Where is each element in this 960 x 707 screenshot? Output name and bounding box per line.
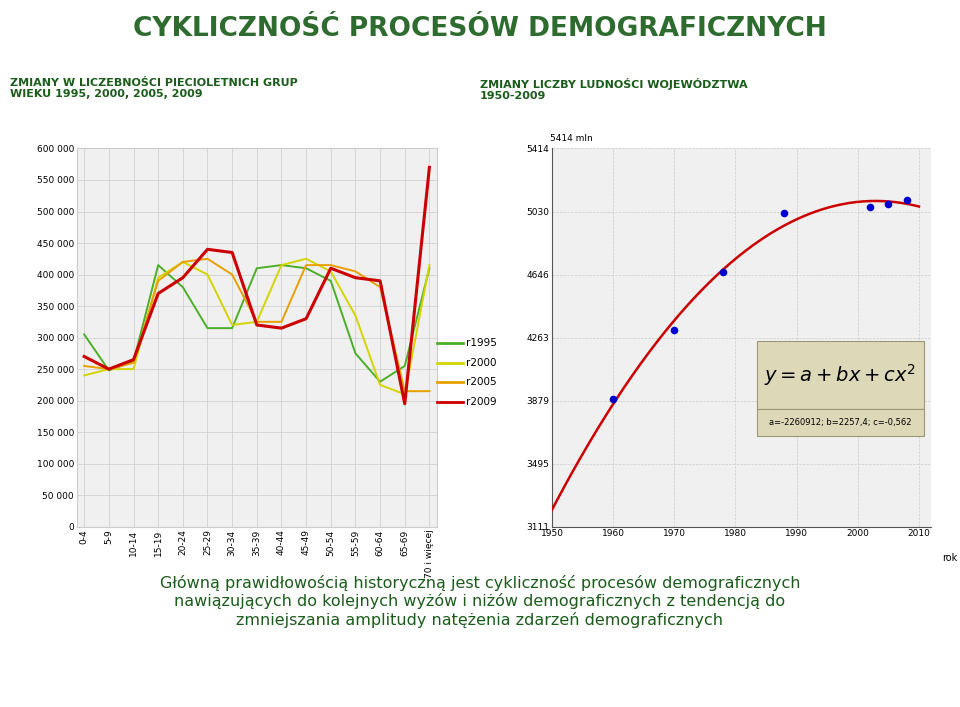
Text: r1995: r1995	[467, 338, 497, 348]
r1995	[103, 366, 114, 375]
r2009	[153, 289, 164, 298]
r2009	[227, 248, 238, 257]
Line: r2009: r2009	[84, 168, 429, 404]
r2009	[300, 315, 312, 323]
Text: r2009: r2009	[467, 397, 497, 407]
Text: ZMIANY W LICZEBNOŚCI PIECIOLETNICH GRUP
WIEKU 1995, 2000, 2005, 2009: ZMIANY W LICZEBNOŚCI PIECIOLETNICH GRUP …	[10, 78, 298, 100]
r1995	[153, 261, 164, 269]
r1995	[227, 324, 238, 332]
r2009	[374, 276, 386, 285]
Text: 5414 mln: 5414 mln	[550, 134, 593, 143]
r2005	[276, 317, 287, 326]
r2005	[202, 255, 213, 263]
r1995	[128, 357, 139, 366]
r2009	[349, 274, 361, 282]
r1995	[251, 264, 262, 272]
r2005	[251, 317, 262, 326]
r2000	[153, 274, 164, 282]
Line: r2000: r2000	[84, 259, 429, 395]
Text: r2005: r2005	[467, 378, 497, 387]
Text: rok: rok	[943, 553, 958, 563]
Text: ZMIANY LICZBY LUDNOŚCI WOJEWÓDZTWA
1950-2009: ZMIANY LICZBY LUDNOŚCI WOJEWÓDZTWA 1950-…	[480, 78, 748, 101]
r1995	[399, 362, 411, 370]
Text: r2000: r2000	[467, 358, 496, 368]
r2000	[300, 255, 312, 263]
r2005	[153, 276, 164, 285]
r2000	[79, 371, 90, 380]
r2000	[423, 261, 435, 269]
r2009	[251, 321, 262, 329]
r2009	[423, 163, 435, 172]
Point	[900, 194, 915, 206]
r2005	[374, 283, 386, 291]
r2005	[79, 362, 90, 370]
Point	[777, 207, 792, 218]
Point	[666, 324, 682, 335]
Text: Główną prawidłowością historyczną jest cykliczność procesów demograficznych
nawi: Główną prawidłowością historyczną jest c…	[159, 575, 801, 628]
r2005	[399, 387, 411, 395]
r2009	[79, 352, 90, 361]
r2009	[202, 245, 213, 254]
r1995	[423, 264, 435, 272]
r2000	[202, 270, 213, 279]
r1995	[79, 330, 90, 339]
Point	[880, 199, 896, 210]
r1995	[374, 378, 386, 386]
r1995	[349, 349, 361, 358]
Text: CYKLICZNOŚĆ PROCESÓW DEMOGRAFICZNYCH: CYKLICZNOŚĆ PROCESÓW DEMOGRAFICZNYCH	[133, 16, 827, 42]
r1995	[177, 283, 188, 291]
r2000	[128, 365, 139, 373]
r2005	[103, 365, 114, 373]
r2000	[349, 311, 361, 320]
r2009	[177, 274, 188, 282]
r2009	[276, 324, 287, 332]
r2000	[276, 261, 287, 269]
r2005	[227, 270, 238, 279]
r2009	[399, 399, 411, 408]
r2009	[103, 365, 114, 373]
r2000	[103, 365, 114, 373]
r2005	[300, 261, 312, 269]
r2005	[177, 257, 188, 266]
FancyBboxPatch shape	[756, 341, 924, 409]
r2000	[374, 380, 386, 389]
r2005	[325, 261, 337, 269]
Point	[606, 393, 621, 404]
r2009	[128, 356, 139, 364]
Point	[862, 201, 877, 213]
r2005	[423, 387, 435, 395]
Text: $y=a+bx+cx^2$: $y=a+bx+cx^2$	[764, 363, 916, 388]
r2000	[251, 317, 262, 326]
FancyBboxPatch shape	[756, 409, 924, 436]
r2005	[349, 267, 361, 276]
r1995	[325, 276, 337, 285]
Line: r2005: r2005	[84, 259, 429, 391]
Point	[715, 267, 731, 278]
r2000	[399, 390, 411, 399]
r2000	[227, 321, 238, 329]
Line: r1995: r1995	[84, 265, 429, 382]
r2005	[128, 358, 139, 367]
r1995	[276, 261, 287, 269]
r1995	[300, 264, 312, 272]
r2000	[177, 257, 188, 266]
r2000	[325, 267, 337, 276]
r2009	[325, 264, 337, 272]
r1995	[202, 324, 213, 332]
Text: a=-2260912; b=2257,4; c=-0,562: a=-2260912; b=2257,4; c=-0,562	[769, 419, 911, 427]
